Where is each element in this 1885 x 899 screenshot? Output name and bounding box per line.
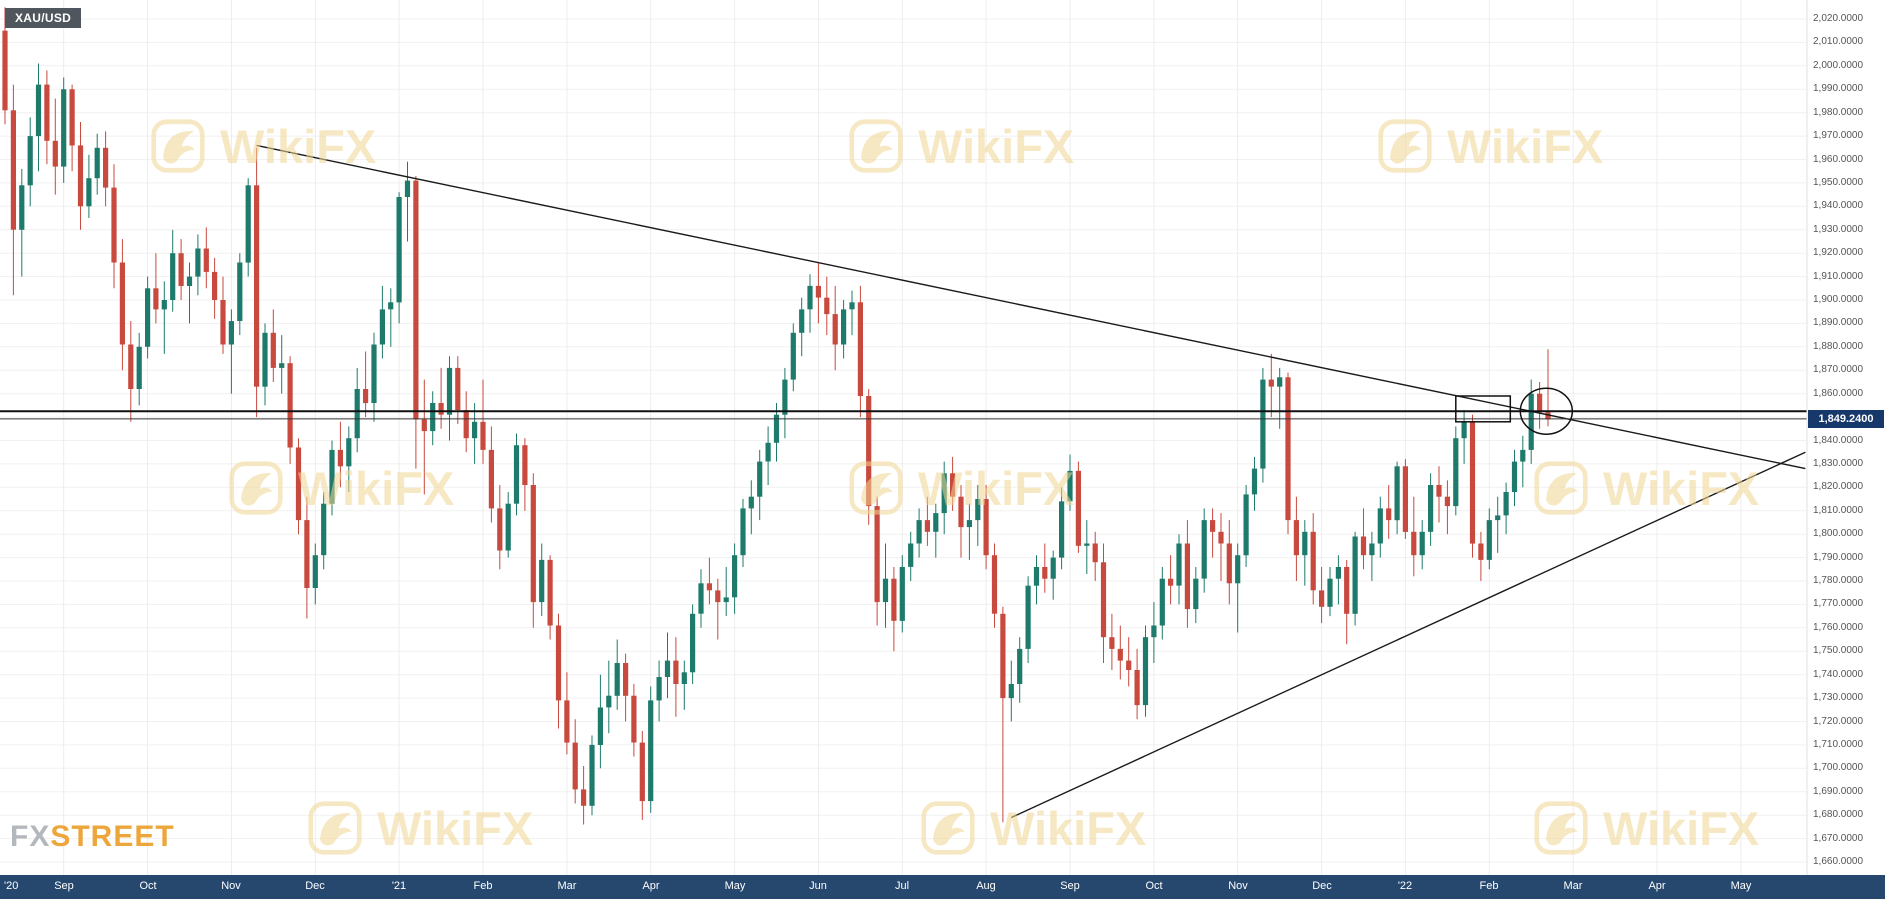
- price-tick-label: 1,940.0000: [1813, 200, 1864, 211]
- price-tick-label: 1,810.0000: [1813, 505, 1864, 516]
- time-tick-label: '20: [4, 880, 19, 892]
- symbol-badge: XAU/USD: [5, 8, 82, 28]
- price-tick-label: 1,960.0000: [1813, 154, 1864, 165]
- price-tick-label: 1,930.0000: [1813, 224, 1864, 235]
- time-tick-label: Mar: [1563, 880, 1583, 892]
- fxstreet-logo-street: STREET: [50, 820, 175, 853]
- price-tick-label: 1,770.0000: [1813, 598, 1864, 609]
- price-tick-label: 1,820.0000: [1813, 481, 1864, 492]
- price-tick-label: 1,790.0000: [1813, 552, 1864, 563]
- price-tick-label: 1,860.0000: [1813, 388, 1864, 399]
- price-axis[interactable]: 2,020.0000 2,010.0000 2,000.0000 1,990.0000…: [1813, 0, 1885, 875]
- time-tick-label: Jun: [809, 880, 827, 892]
- time-tick-label: Feb: [1479, 880, 1499, 892]
- price-tick-label: 1,970.0000: [1813, 130, 1864, 141]
- price-tick-label: 2,010.0000: [1813, 36, 1864, 47]
- time-tick-label: Apr: [642, 880, 660, 892]
- price-tick-label: 1,730.0000: [1813, 692, 1864, 703]
- price-tick-label: 1,880.0000: [1813, 341, 1864, 352]
- price-tick-label: 1,690.0000: [1813, 786, 1864, 797]
- time-tick-label: Nov: [1228, 880, 1248, 892]
- price-tick-label: 1,830.0000: [1813, 458, 1864, 469]
- price-tick-label: 1,840.0000: [1813, 435, 1864, 446]
- time-tick-label: May: [724, 880, 746, 892]
- time-tick-label: Aug: [976, 880, 996, 892]
- price-tick-label: 1,700.0000: [1813, 762, 1864, 773]
- time-tick-label: Oct: [1145, 880, 1163, 892]
- time-tick-label: Sep: [1060, 880, 1080, 892]
- time-tick-label: Feb: [473, 880, 493, 892]
- time-axis[interactable]: '20 Sep Oct Nov Dec '21 Feb Mar Apr May Jun Jul Aug S…: [0, 875, 1885, 899]
- price-tick-label: 1,900.0000: [1813, 294, 1864, 305]
- price-tick-label: 2,000.0000: [1813, 60, 1864, 71]
- time-tick-label: Sep: [54, 880, 74, 892]
- price-tick-label: 2,020.0000: [1813, 13, 1864, 24]
- last-price-badge: 1,849.2400: [1808, 410, 1884, 428]
- time-tick-label: Nov: [221, 880, 241, 892]
- price-tick-label: 1,920.0000: [1813, 247, 1864, 258]
- time-tick-label: Jul: [894, 880, 910, 892]
- price-tick-label: 1,990.0000: [1813, 83, 1864, 94]
- price-tick-label: 1,710.0000: [1813, 739, 1864, 750]
- price-tick-label: 1,910.0000: [1813, 271, 1864, 282]
- time-tick-label: Dec: [1312, 880, 1332, 892]
- price-tick-label: 1,670.0000: [1813, 833, 1864, 844]
- price-tick-label: 1,760.0000: [1813, 622, 1864, 633]
- time-tick-label: '22: [1397, 880, 1413, 892]
- price-tick-label: 1,660.0000: [1813, 856, 1864, 867]
- time-tick-label: '21: [391, 880, 407, 892]
- fxstreet-logo: FXSTREET: [10, 820, 175, 854]
- time-tick-label: Apr: [1648, 880, 1666, 892]
- price-tick-label: 1,800.0000: [1813, 528, 1864, 539]
- price-tick-label: 1,950.0000: [1813, 177, 1864, 188]
- price-tick-label: 1,680.0000: [1813, 809, 1864, 820]
- time-tick-label: Dec: [305, 880, 325, 892]
- price-tick-label: 1,980.0000: [1813, 107, 1864, 118]
- time-tick-label: May: [1730, 880, 1752, 892]
- fxstreet-logo-fx: FX: [10, 820, 51, 853]
- price-tick-label: 1,870.0000: [1813, 364, 1864, 375]
- time-tick-label: Oct: [139, 880, 157, 892]
- price-tick-label: 1,780.0000: [1813, 575, 1864, 586]
- price-tick-label: 1,720.0000: [1813, 716, 1864, 727]
- time-tick-label: Mar: [557, 880, 577, 892]
- price-tick-label: 1,890.0000: [1813, 317, 1864, 328]
- price-tick-label: 1,750.0000: [1813, 645, 1864, 656]
- price-tick-label: 1,740.0000: [1813, 669, 1864, 680]
